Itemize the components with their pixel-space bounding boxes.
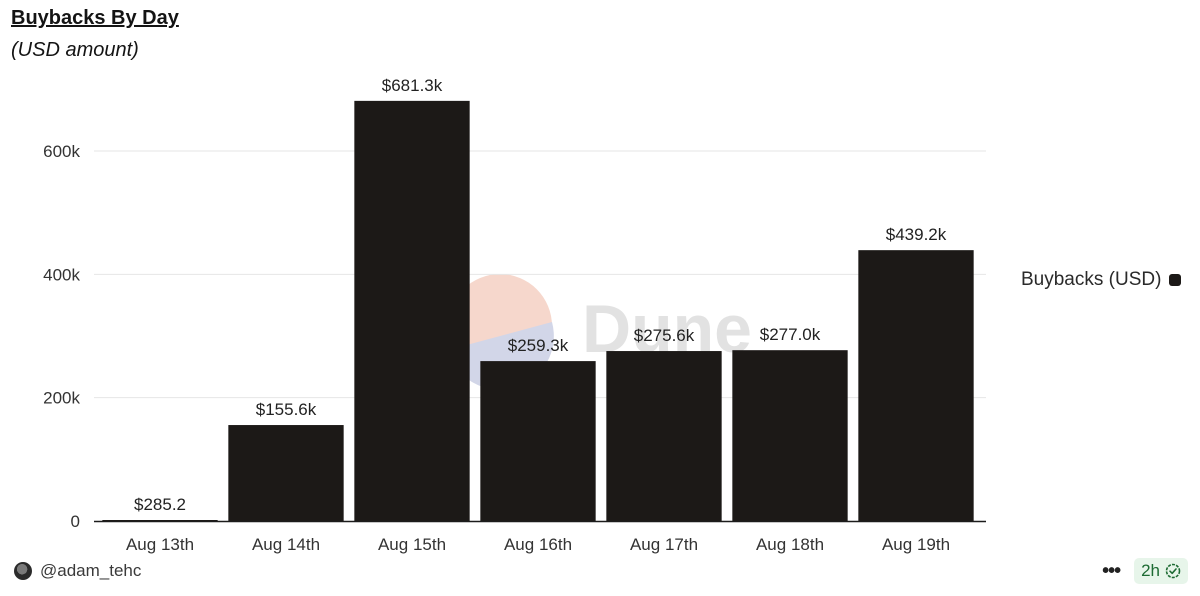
x-tick-label: Aug 15th <box>378 535 446 554</box>
y-tick-label: 400k <box>43 265 80 284</box>
legend[interactable]: Buybacks (USD) <box>1021 269 1182 291</box>
bar[interactable] <box>354 100 470 522</box>
x-tick-label: Aug 16th <box>504 535 572 554</box>
y-tick-label: 600k <box>43 142 80 161</box>
bar-value-label: $681.3k <box>382 76 443 95</box>
x-tick-label: Aug 17th <box>630 535 698 554</box>
legend-label: Buybacks (USD) <box>1021 269 1162 290</box>
more-horizontal-icon[interactable]: ••• <box>1102 560 1121 582</box>
legend-swatch <box>1169 274 1182 286</box>
x-tick-label: Aug 18th <box>756 535 824 554</box>
bar[interactable] <box>606 351 722 521</box>
chart-subtitle: (USD amount) <box>11 39 139 61</box>
bar[interactable] <box>732 350 848 521</box>
bars <box>102 100 974 522</box>
y-tick-label: 0 <box>71 512 80 531</box>
avatar <box>14 562 32 580</box>
author-handle: @adam_tehc <box>40 561 142 580</box>
bar[interactable] <box>102 520 218 521</box>
footer-actions: ••• 2h <box>1102 558 1188 584</box>
y-tick-label: 200k <box>43 389 80 408</box>
chart-title: Buybacks By Day <box>11 7 179 29</box>
x-tick-label: Aug 13th <box>126 535 194 554</box>
bar[interactable] <box>480 361 596 521</box>
author[interactable]: @adam_tehc <box>14 561 141 581</box>
bar-value-label: $155.6k <box>256 400 317 419</box>
bar[interactable] <box>228 425 344 521</box>
x-tick-label: Aug 14th <box>252 535 320 554</box>
bar-value-label: $275.6k <box>634 326 695 345</box>
x-axis-ticks: Aug 13th Aug 14th Aug 15th Aug 16th Aug 17th… <box>126 535 950 554</box>
x-tick-label: Aug 19th <box>882 535 950 554</box>
check-circle-icon <box>1165 563 1181 579</box>
bar[interactable] <box>858 250 974 521</box>
y-axis-ticks: 0 200k 400k 600k <box>43 142 80 531</box>
bar-value-label: $285.2 <box>134 495 186 514</box>
bar-value-label: $277.0k <box>760 325 821 344</box>
age-text: 2h <box>1141 561 1160 580</box>
bar-value-label: $439.2k <box>886 225 947 244</box>
age-badge: 2h <box>1134 558 1188 584</box>
bar-value-label: $259.3k <box>508 336 569 355</box>
bar-labels: $285.2 $155.6k $681.3k $259.3k $275.6k $277.0… <box>134 76 947 514</box>
